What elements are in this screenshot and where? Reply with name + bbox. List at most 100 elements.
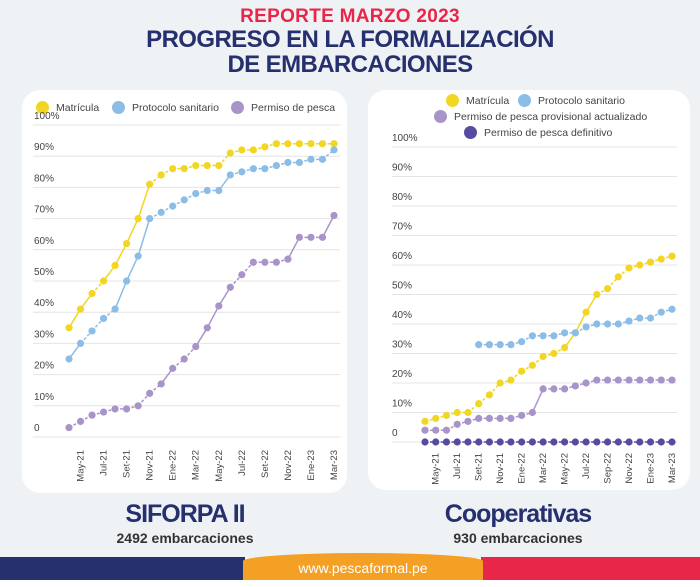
data-point-permiso-de-pesca-definitivo: [550, 438, 558, 446]
data-point-permiso-de-pesca: [146, 389, 154, 397]
x-tick-label: May-22: [560, 453, 571, 485]
data-point-protocolo-sanitario: [307, 155, 315, 163]
legend-label: Matrícula: [56, 101, 100, 114]
data-point-matr-cula: [261, 143, 269, 151]
data-point-matr-cula: [614, 273, 622, 281]
x-tick-label: Mar-22: [191, 450, 202, 480]
x-tick-label: Mar-23: [667, 453, 678, 483]
data-point-permiso-de-pesca-definitivo: [614, 438, 622, 446]
series-line-segment: [195, 327, 208, 347]
siforpa-count: 2492 embarcaciones: [116, 530, 254, 546]
data-point-permiso-de-pesca: [330, 211, 338, 220]
data-point-permiso-de-pesca-provisional-actualizado: [539, 385, 547, 393]
x-tick-label: May-21: [76, 450, 87, 482]
y-tick-label: 70%: [392, 222, 412, 233]
data-point-protocolo-sanitario: [614, 320, 622, 328]
y-tick-label: 80%: [34, 173, 54, 184]
y-tick-label: 10%: [392, 399, 412, 410]
data-point-matr-cula: [464, 408, 472, 417]
data-point-permiso-de-pesca: [318, 233, 327, 241]
data-point-matr-cula: [111, 261, 119, 269]
x-tick-label: Mar-23: [329, 450, 340, 480]
data-point-permiso-de-pesca: [284, 255, 292, 263]
data-point-protocolo-sanitario: [157, 208, 165, 216]
data-point-matr-cula: [442, 411, 451, 420]
data-point-protocolo-sanitario: [668, 305, 676, 313]
x-tick-label: Ene-23: [646, 453, 657, 484]
data-point-protocolo-sanitario: [507, 341, 515, 349]
data-point-protocolo-sanitario: [215, 186, 223, 195]
data-point-matr-cula: [528, 361, 536, 369]
data-point-protocolo-sanitario: [518, 338, 526, 346]
data-point-permiso-de-pesca-definitivo: [442, 438, 451, 446]
legend-label: Protocolo sanitario: [132, 101, 219, 114]
data-point-protocolo-sanitario: [146, 215, 154, 223]
legend-item-protocolo: Protocolo sanitario: [112, 101, 219, 114]
data-point-protocolo-sanitario: [593, 320, 601, 328]
data-point-matr-cula: [272, 140, 280, 148]
data-point-permiso-de-pesca: [65, 424, 73, 432]
x-tick-label: Ene-22: [517, 453, 528, 484]
series-line-segment: [137, 218, 151, 257]
legend-dot-icon: [231, 101, 244, 114]
x-tick-label: Set-22: [260, 450, 271, 478]
series-line-segment: [287, 236, 301, 260]
data-point-matr-cula: [134, 215, 142, 223]
y-tick-label: 60%: [392, 251, 412, 262]
legend-item-matricula: Matrícula: [446, 94, 509, 107]
data-point-permiso-de-pesca-provisional-actualizado: [550, 385, 558, 393]
data-point-permiso-de-pesca-definitivo: [636, 438, 644, 446]
x-tick-label: Ene-23: [306, 450, 317, 481]
data-point-protocolo-sanitario: [238, 168, 246, 176]
data-point-protocolo-sanitario: [625, 317, 633, 325]
data-point-permiso-de-pesca-provisional-actualizado: [668, 376, 676, 384]
legend-label: Permiso de pesca: [251, 101, 336, 114]
data-point-matr-cula: [550, 349, 558, 358]
data-point-matr-cula: [496, 379, 504, 387]
legend-dot-icon: [464, 126, 477, 139]
data-point-permiso-de-pesca: [76, 417, 85, 425]
data-point-protocolo-sanitario: [646, 314, 655, 322]
data-point-permiso-de-pesca-definitivo: [432, 438, 440, 446]
data-point-permiso-de-pesca: [169, 364, 177, 372]
data-point-permiso-de-pesca-provisional-actualizado: [518, 411, 526, 420]
page-title-line2: DE EMBARCACIONES: [227, 51, 473, 78]
data-point-permiso-de-pesca: [249, 258, 257, 266]
data-point-permiso-de-pesca-definitivo: [507, 438, 515, 446]
y-tick-label: 80%: [392, 192, 412, 203]
data-point-permiso-de-pesca: [226, 283, 234, 291]
y-tick-label: 50%: [392, 281, 412, 292]
series-line-segment: [137, 184, 151, 219]
data-point-permiso-de-pesca: [134, 402, 142, 410]
data-point-protocolo-sanitario: [99, 314, 108, 323]
data-point-protocolo-sanitario: [496, 341, 504, 349]
y-tick-label: 100%: [392, 133, 418, 144]
data-point-matr-cula: [123, 239, 131, 248]
data-point-matr-cula: [192, 161, 200, 170]
data-point-protocolo-sanitario: [272, 161, 280, 170]
data-point-permiso-de-pesca-definitivo: [475, 438, 483, 446]
legend-item-permiso-provisional: Permiso de pesca provisional actualizado: [434, 110, 647, 123]
x-tick-label: Nov-21: [145, 450, 156, 481]
data-point-protocolo-sanitario: [528, 332, 536, 340]
cooperativas-count: 930 embarcaciones: [453, 530, 583, 546]
legend-item-matricula: Matrícula: [36, 101, 99, 114]
data-point-permiso-de-pesca: [238, 271, 246, 279]
data-point-permiso-de-pesca-provisional-actualizado: [475, 414, 483, 422]
data-point-protocolo-sanitario: [295, 158, 304, 167]
data-point-permiso-de-pesca: [180, 355, 188, 363]
data-point-matr-cula: [485, 391, 494, 399]
data-point-matr-cula: [432, 414, 440, 422]
data-point-permiso-de-pesca-provisional-actualizado: [496, 414, 504, 422]
data-point-matr-cula: [203, 161, 211, 170]
data-point-protocolo-sanitario: [111, 305, 119, 313]
website-link[interactable]: www.pescaformal.pe: [243, 553, 483, 580]
data-point-matr-cula: [76, 305, 85, 313]
data-point-protocolo-sanitario: [261, 165, 269, 173]
data-point-protocolo-sanitario: [330, 146, 338, 154]
data-point-protocolo-sanitario: [134, 252, 142, 260]
data-point-protocolo-sanitario: [603, 320, 612, 328]
data-point-protocolo-sanitario: [192, 190, 200, 198]
